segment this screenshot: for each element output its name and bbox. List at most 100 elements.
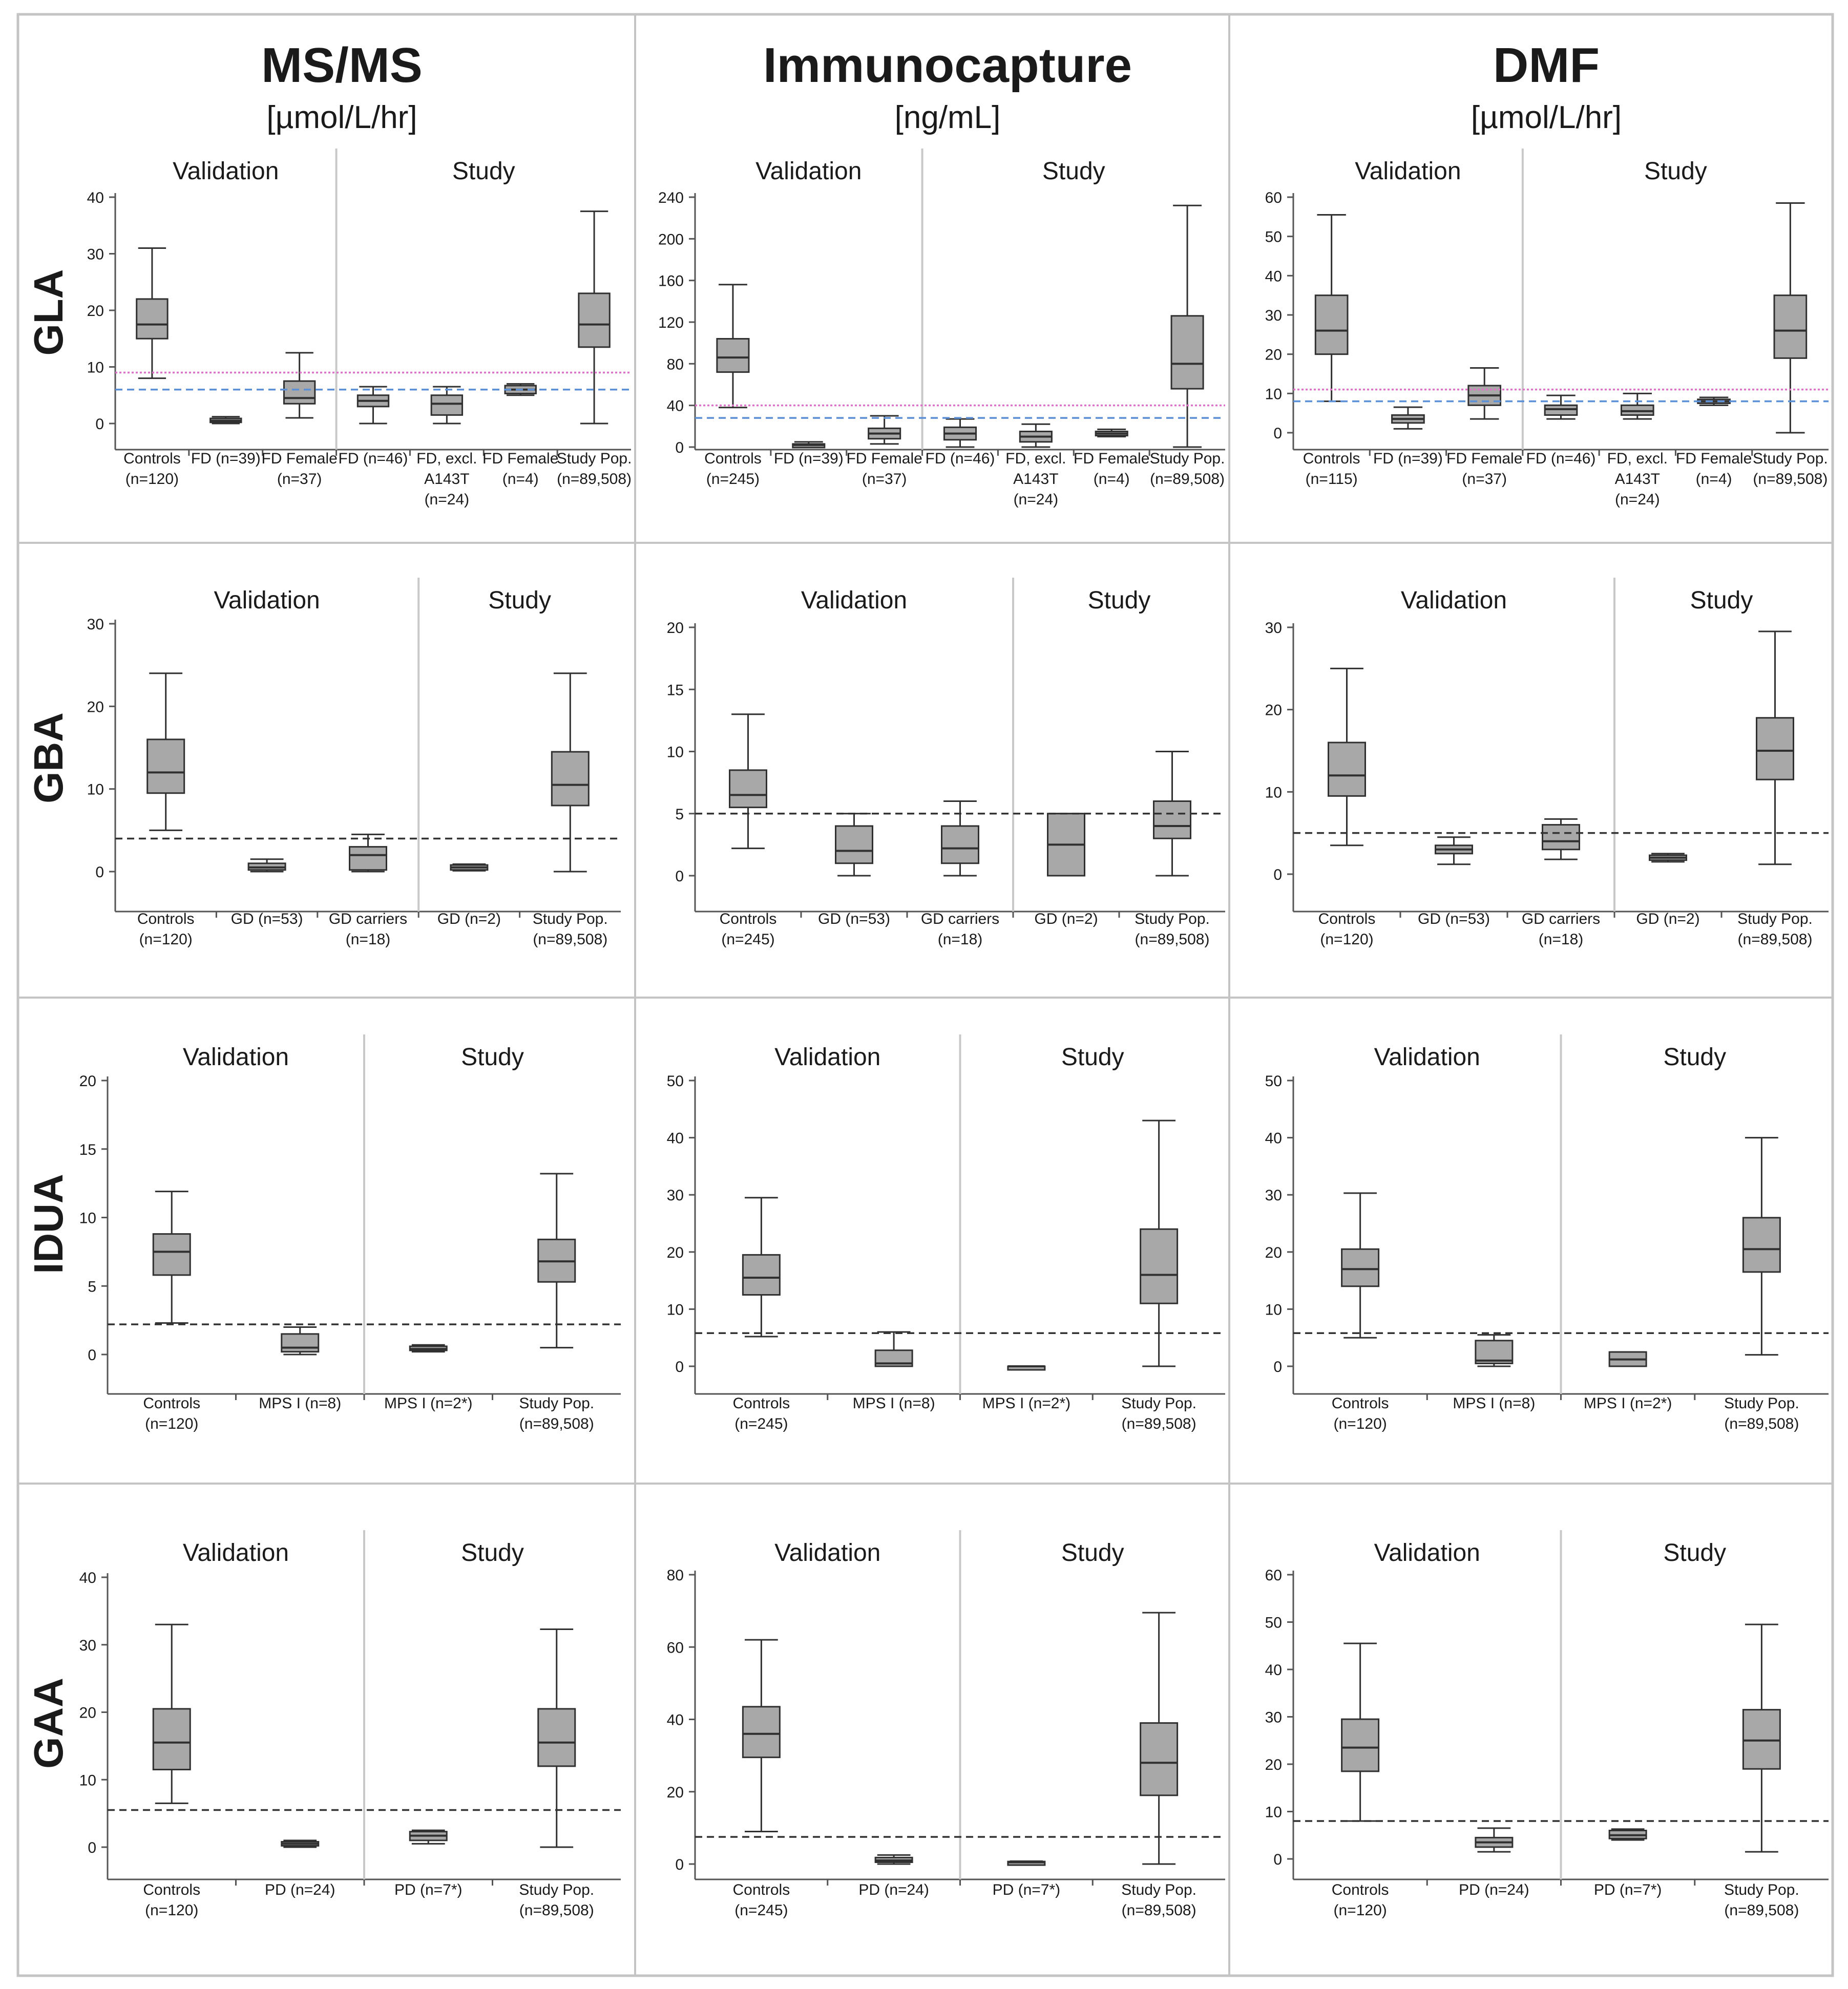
iqr-box xyxy=(349,846,387,871)
y-tick-label: 10 xyxy=(87,781,104,798)
iqr-box xyxy=(1742,1709,1781,1770)
y-tick-label: 40 xyxy=(667,1712,684,1729)
column-unit-ms-ms: [µmol/L/hr] xyxy=(266,100,417,135)
iqr-box xyxy=(1170,315,1204,390)
column-title-dmf: DMF xyxy=(1493,38,1600,93)
x-category-label: Controls xyxy=(1318,911,1376,927)
box-fd-excl-a143t-n-24: FD, excl. A143T (n=24) xyxy=(1005,423,1066,508)
box-study-pop-n-89-508: Study Pop. (n=89,508) xyxy=(1121,1612,1196,1919)
x-category-label: FD (n=46) xyxy=(1526,450,1596,467)
section-label-study: Study xyxy=(461,1539,524,1567)
y-tick-label: 40 xyxy=(667,398,684,415)
iqr-box xyxy=(281,1333,320,1353)
x-category-label: (n=120) xyxy=(145,1902,198,1919)
x-category-label: (n=18) xyxy=(938,931,983,948)
y-tick-label: 10 xyxy=(1265,784,1282,801)
box-study-pop-n-89-508: Study Pop. (n=89,508) xyxy=(519,1173,594,1432)
column-title-immunocapture: Immunocapture xyxy=(763,38,1132,93)
x-category-label: A143T xyxy=(1615,471,1660,488)
section-label-validation: Validation xyxy=(183,1539,289,1567)
y-tick-label: 10 xyxy=(667,744,684,761)
panel-gla-dmf: 0 10 20 30 40 50 60 Validation Study Controls (n=1… xyxy=(1265,149,1829,508)
iqr-box xyxy=(1756,717,1794,780)
x-category-label: (n=245) xyxy=(706,471,760,488)
iqr-box xyxy=(152,1233,191,1276)
box-controls-n-245: Controls (n=245) xyxy=(720,713,776,948)
section-label-study: Study xyxy=(1690,587,1753,614)
x-category-label: (n=24) xyxy=(1014,491,1059,508)
x-category-label: (n=89,508) xyxy=(1135,931,1210,948)
box-mps-i-n-8: MPS I (n=8) xyxy=(1453,1334,1535,1412)
y-tick-label: 10 xyxy=(87,359,104,376)
column-unit-immunocapture: [ng/mL] xyxy=(895,100,1001,135)
column-unit-dmf: [µmol/L/hr] xyxy=(1471,100,1622,135)
box-gd-n-53: GD (n=53) xyxy=(818,813,890,927)
x-category-label: Controls xyxy=(143,1395,200,1412)
x-category-label: Study Pop. xyxy=(1737,911,1813,927)
box-fd-n-46: FD (n=46) xyxy=(926,418,995,467)
section-label-validation: Validation xyxy=(774,1044,880,1071)
x-category-label: FD Female xyxy=(482,450,558,467)
section-label-study: Study xyxy=(1088,587,1151,614)
x-category-label: (n=24) xyxy=(425,491,470,508)
x-category-label: Study Pop. xyxy=(1150,450,1225,467)
box-controls-n-120: Controls (n=120) xyxy=(1332,1192,1389,1432)
x-category-label: GD carriers xyxy=(1522,911,1600,927)
y-tick-label: 20 xyxy=(667,1784,684,1801)
x-category-label: FD (n=39) xyxy=(191,450,261,467)
x-category-label: (n=4) xyxy=(1696,471,1732,488)
y-tick-label: 60 xyxy=(667,1639,684,1656)
y-tick-label: 0 xyxy=(675,1359,684,1376)
x-category-label: Controls xyxy=(143,1881,200,1898)
x-category-label: (n=245) xyxy=(734,1902,788,1919)
x-category-label: (n=120) xyxy=(1334,1902,1387,1919)
x-category-label: GD (n=2) xyxy=(437,911,501,927)
section-label-validation: Validation xyxy=(1355,158,1461,185)
box-study-pop-n-89-508: Study Pop. (n=89,508) xyxy=(533,672,608,948)
y-tick-label: 40 xyxy=(1265,1662,1282,1679)
box-fd-n-39: FD (n=39) xyxy=(191,416,261,467)
iqr-box xyxy=(1314,294,1349,355)
box-study-pop-n-89-508: Study Pop. (n=89,508) xyxy=(557,210,632,488)
panel-gba-dmf: 0 10 20 30 Validation Study Controls (n=120) GD … xyxy=(1265,578,1829,948)
panel-gaa-dmf: 0 10 20 30 40 50 60 Validation Study Controls (n=1… xyxy=(1265,1530,1829,1919)
y-tick-label: 0 xyxy=(675,439,684,456)
x-category-label: MPS I (n=2*) xyxy=(1584,1395,1672,1412)
x-category-label: (n=4) xyxy=(502,471,539,488)
y-tick-label: 80 xyxy=(667,1567,684,1584)
box-mps-i-n-8: MPS I (n=8) xyxy=(259,1326,341,1412)
box-study-pop-n-89-508: Study Pop. (n=89,508) xyxy=(1150,204,1225,488)
row-label-idua: IDUA xyxy=(26,1174,71,1274)
y-tick-label: 20 xyxy=(1265,1244,1282,1261)
box-study-pop-n-89-508: Study Pop. (n=89,508) xyxy=(1724,1137,1799,1432)
y-tick-label: 120 xyxy=(658,314,684,331)
iqr-box xyxy=(742,1254,781,1296)
box-fd-female-n-4: FD Female (n=4) xyxy=(1074,428,1149,488)
box-pd-n-7: PD (n=7*) xyxy=(1594,1828,1662,1898)
y-tick-label: 20 xyxy=(79,1073,96,1090)
box-fd-female-n-4: FD Female (n=4) xyxy=(482,383,558,488)
x-category-label: (n=245) xyxy=(734,1415,788,1432)
y-tick-label: 30 xyxy=(667,1187,684,1204)
y-tick-label: 50 xyxy=(1265,1615,1282,1632)
box-mps-i-n-2: MPS I (n=2*) xyxy=(384,1344,473,1412)
box-gd-carriers-n-18: GD carriers (n=18) xyxy=(921,800,999,948)
x-category-label: Study Pop. xyxy=(1753,450,1828,467)
x-category-label: (n=89,508) xyxy=(1724,1415,1799,1432)
x-category-label: (n=120) xyxy=(1334,1415,1387,1432)
box-gd-n-53: GD (n=53) xyxy=(231,858,303,927)
box-controls-n-120: Controls (n=120) xyxy=(1318,667,1376,948)
section-label-study: Study xyxy=(1061,1539,1124,1567)
x-category-label: Controls xyxy=(1303,450,1360,467)
y-tick-label: 15 xyxy=(79,1141,96,1158)
x-category-label: FD (n=39) xyxy=(1373,450,1443,467)
box-fd-n-46: FD (n=46) xyxy=(339,386,408,467)
box-fd-excl-a143t-n-24: FD, excl. A143T (n=24) xyxy=(1607,392,1668,508)
x-category-label: GD carriers xyxy=(329,911,407,927)
iqr-box xyxy=(283,380,316,405)
box-study-pop-n-89-508: Study Pop. (n=89,508) xyxy=(1753,202,1828,488)
iqr-box xyxy=(1140,1228,1179,1304)
box-study-pop-n-89-508: Study Pop. (n=89,508) xyxy=(1135,751,1210,948)
panel-gaa-immunocapture: 0 20 40 60 80 Validation Study Controls (n=245) P… xyxy=(667,1530,1225,1919)
x-category-label: Controls xyxy=(123,450,181,467)
